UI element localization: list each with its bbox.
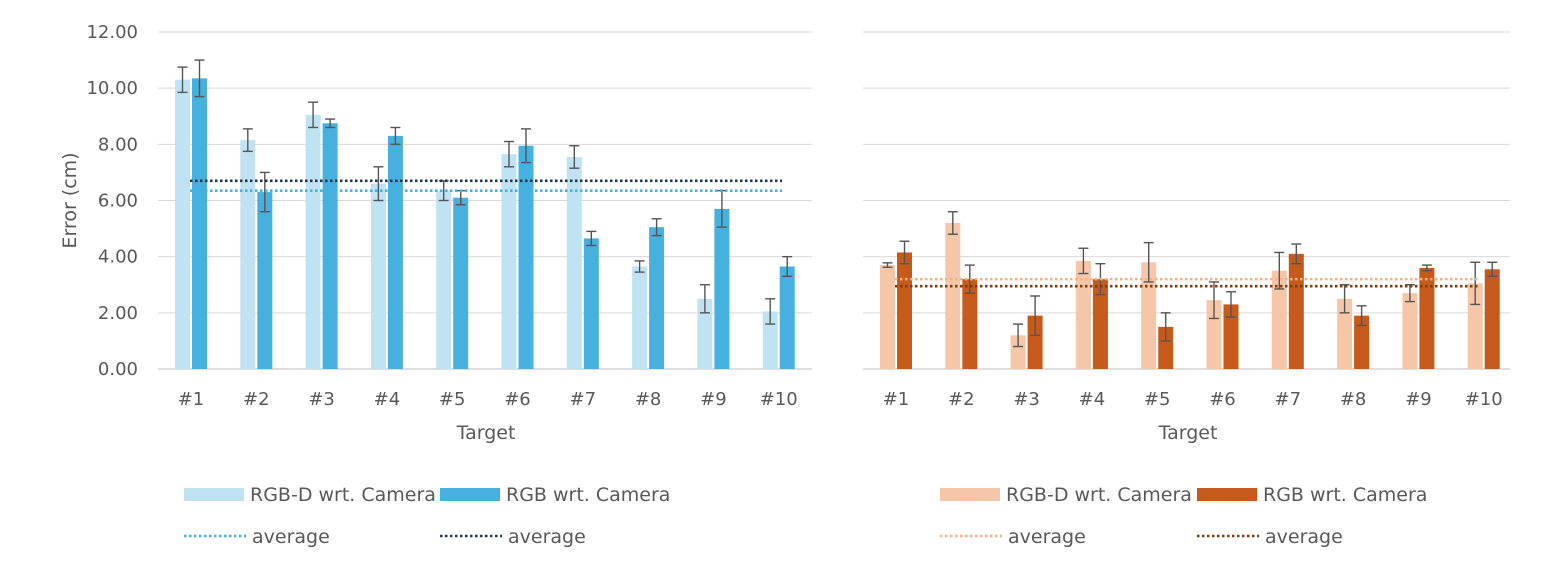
bar-rgbd [1206, 300, 1222, 369]
bar-rgbd [762, 311, 778, 369]
bar-rgb [192, 78, 207, 370]
bar-rgb [897, 252, 912, 369]
bar-rgbd [436, 190, 452, 369]
bar-rgb [583, 238, 599, 369]
bar-rgb [714, 208, 730, 369]
x-tick-label: #5 [439, 389, 466, 410]
bar-rgbd [1141, 262, 1157, 369]
legend-label: average [1265, 526, 1343, 548]
bar-rgbd [632, 266, 648, 369]
x-tick-label: #3 [1013, 389, 1040, 410]
legend-label: average [252, 526, 330, 548]
bar-rgbd [305, 114, 321, 370]
x-tick-label: #10 [1465, 389, 1503, 410]
bar-rgb [962, 279, 978, 369]
bar-rgb [1484, 269, 1500, 369]
bar-rgb [387, 135, 403, 369]
bar-rgbd [566, 156, 582, 369]
left-chart-panel: 0.00 2.00 4.00 6.00 8.00 10.00 12.00 Error (cm)… [59, 22, 812, 548]
bar-rgbd [1402, 293, 1418, 369]
x-tick-label: #3 [308, 389, 335, 410]
y-tick-label: 6.00 [98, 191, 138, 212]
x-tick-label: #6 [504, 389, 531, 410]
bar-rgbd [1075, 260, 1091, 369]
legend-label: RGB wrt. Camera [1263, 484, 1427, 506]
legend-swatch [440, 488, 500, 501]
x-tick-label: #2 [243, 389, 270, 410]
bar-rgbd [370, 183, 386, 369]
bar-rgb [518, 145, 534, 369]
bar-rgb [649, 227, 665, 369]
y-tick-label: 12.00 [86, 22, 138, 43]
legend-swatch [184, 488, 244, 501]
y-tick-label: 0.00 [98, 359, 138, 380]
x-tick-label: #1 [178, 389, 205, 410]
bar-rgbd [1337, 298, 1353, 369]
legend-swatch [1197, 488, 1257, 501]
bar-rgbd [175, 79, 190, 369]
bar-rgbd [240, 140, 256, 369]
bar-rgb [1354, 315, 1370, 369]
bar-rgb [1223, 304, 1239, 369]
bar-rgbd [945, 222, 961, 369]
right-chart-panel: #1 #2 #3 #4 #5 #6 #7 #8 #9 #10 Target RGB-D wrt. Ca… [863, 31, 1510, 548]
bar-rgb [1158, 326, 1174, 369]
x-tick-label: #9 [700, 389, 727, 410]
x-tick-label: #5 [1144, 389, 1171, 410]
legend-label: average [1008, 526, 1086, 548]
y-tick-label: 8.00 [98, 134, 138, 155]
bar-rgbd [697, 298, 713, 369]
bar-rgb [779, 266, 795, 369]
bar-rgb [1092, 279, 1108, 369]
bar-rgbd [1010, 335, 1026, 369]
legend-label: RGB-D wrt. Camera [250, 484, 436, 506]
bar-rgb [1288, 253, 1304, 369]
bar-rgb [1419, 267, 1435, 369]
y-tick-label: 10.00 [86, 78, 138, 99]
y-axis-title: Error (cm) [59, 152, 81, 248]
bar-rgbd [880, 265, 895, 369]
x-axis-title: Target [456, 422, 516, 444]
x-tick-label: #10 [760, 389, 798, 410]
bar-rgb [1027, 315, 1043, 369]
x-tick-label: #7 [570, 389, 597, 410]
legend-swatch [940, 488, 1000, 501]
x-axis-title: Target [1158, 422, 1218, 444]
x-tick-label: #4 [374, 389, 401, 410]
bar-rgbd [501, 154, 517, 369]
bar-rgbd [1271, 270, 1287, 369]
legend-label: RGB-D wrt. Camera [1006, 484, 1192, 506]
bar-rgb [257, 192, 273, 369]
x-tick-label: #1 [883, 389, 910, 410]
legend-label: RGB wrt. Camera [506, 484, 670, 506]
x-tick-label: #6 [1209, 389, 1236, 410]
bar-rgb [322, 123, 338, 369]
y-tick-label: 4.00 [98, 247, 138, 268]
x-tick-label: #2 [948, 389, 975, 410]
x-tick-label: #8 [635, 389, 662, 410]
x-tick-label: #9 [1405, 389, 1432, 410]
legend-label: average [508, 526, 586, 548]
bar-rgb [453, 197, 469, 369]
y-tick-label: 2.00 [98, 303, 138, 324]
x-tick-label: #4 [1079, 389, 1106, 410]
x-tick-label: #8 [1340, 389, 1367, 410]
x-tick-label: #7 [1275, 389, 1302, 410]
